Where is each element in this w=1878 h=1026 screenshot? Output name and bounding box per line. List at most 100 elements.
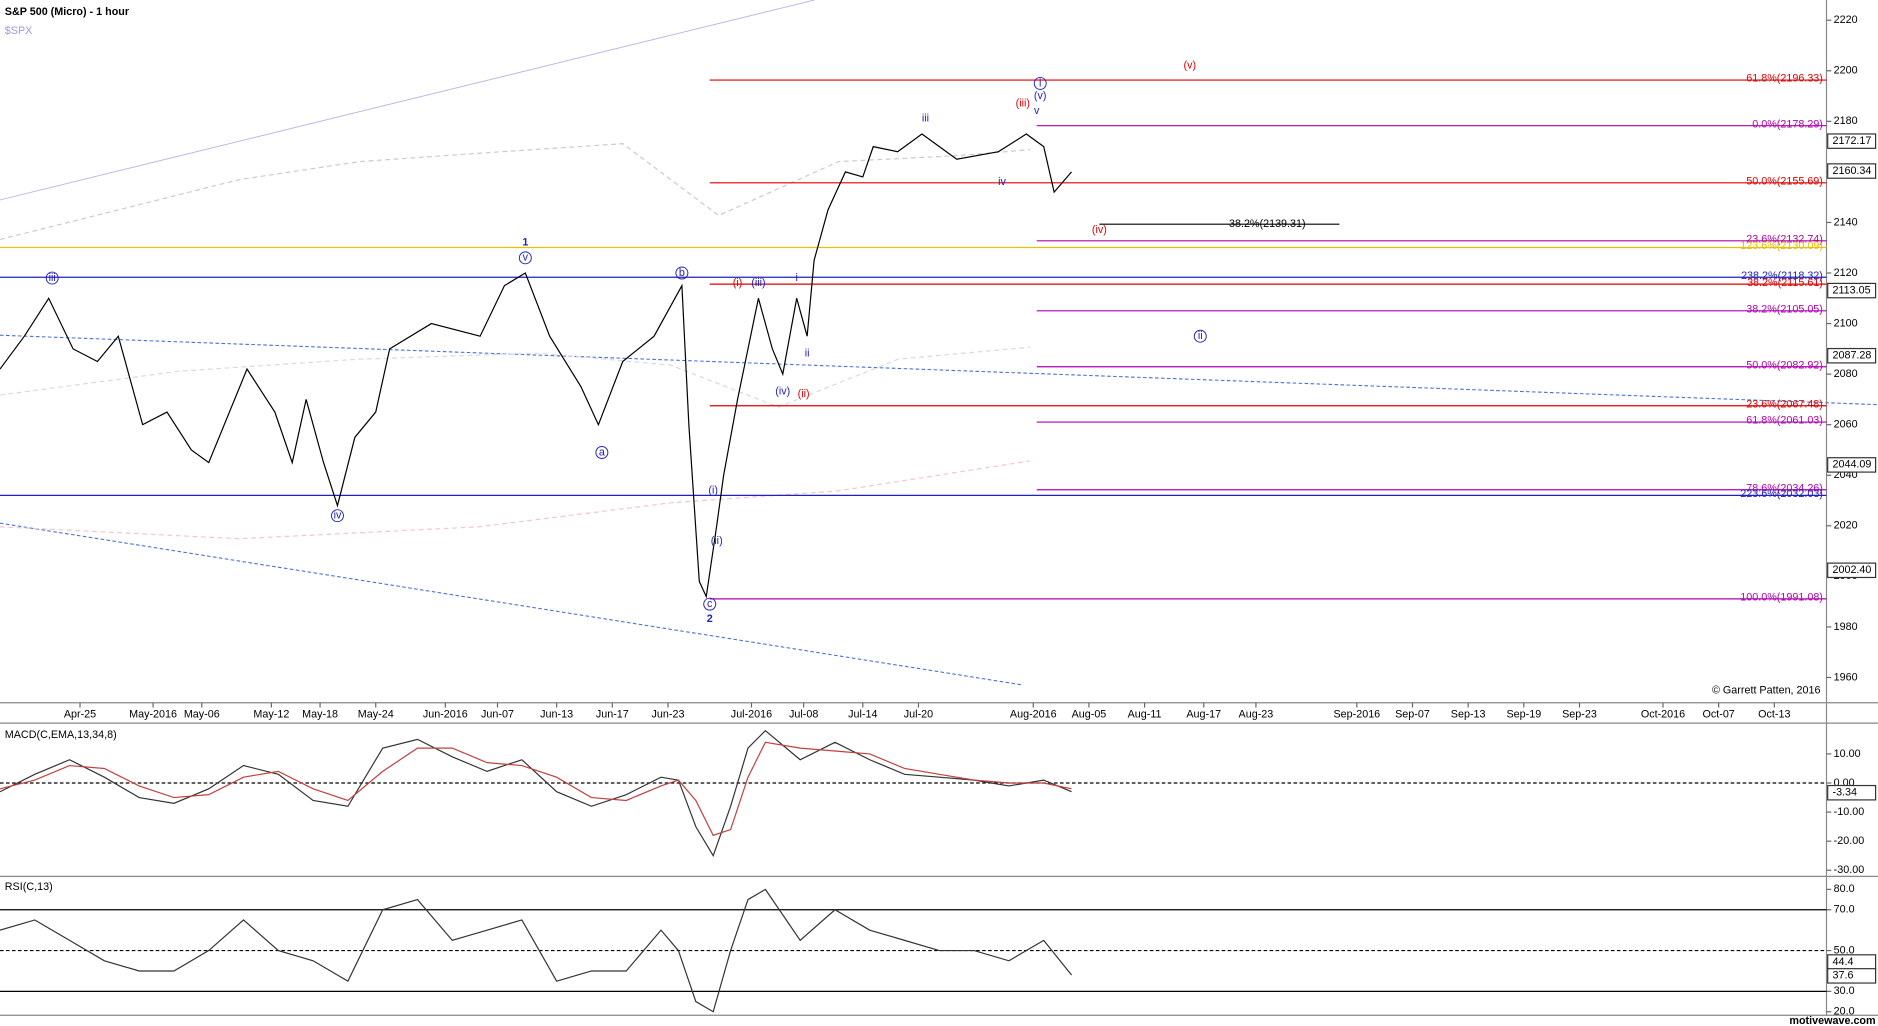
- x-tick-label: Jun-2016: [423, 709, 468, 721]
- fib-label: 23.6%(2067.48): [1746, 398, 1823, 410]
- price-tag: [1827, 562, 1877, 579]
- price-tag-label: 2172.17: [1832, 135, 1871, 147]
- fib-label: 23.6%(2132.74): [1746, 233, 1823, 245]
- wave-label: i: [1039, 77, 1041, 89]
- wave-label: v: [1034, 105, 1040, 117]
- y-tick-label: -20.00: [1834, 835, 1865, 847]
- wave-circle: [675, 266, 689, 280]
- value-tag: [1827, 968, 1877, 984]
- x-tick-label: Sep-07: [1395, 709, 1430, 721]
- fib-label: 78.6%(2034.26): [1746, 482, 1823, 494]
- wave-label: i: [795, 272, 797, 284]
- y-tick-label: 2140: [1834, 216, 1858, 228]
- x-tick-label: Jun-13: [540, 709, 573, 721]
- wave-circle: [330, 509, 344, 523]
- y-tick-label: 2220: [1834, 14, 1858, 26]
- wave-label: ii: [805, 348, 810, 360]
- x-tick-label: Jun-07: [481, 709, 514, 721]
- y-tick-label: 2180: [1834, 115, 1858, 127]
- wave-label: iv: [998, 176, 1006, 188]
- wave-label: (v): [1034, 90, 1047, 102]
- fib-label: 238.2%(2118.32): [1741, 270, 1823, 282]
- value-tag-label: -3.34: [1832, 787, 1857, 799]
- wave-label: b: [679, 267, 685, 279]
- y-tick-label: 1960: [1834, 671, 1858, 683]
- y-tick-label: 50.0: [1834, 944, 1855, 956]
- x-tick-label: Aug-05: [1072, 709, 1107, 721]
- x-tick-label: Oct-13: [1758, 709, 1790, 721]
- chart-subtitle: $SPX: [5, 25, 33, 37]
- chart-title: S&P 500 (Micro) - 1 hour: [5, 6, 130, 18]
- y-tick-label: 2020: [1834, 520, 1858, 532]
- wave-circle: [45, 271, 59, 285]
- y-tick-label: 30.0: [1834, 985, 1855, 997]
- x-tick-label: May-24: [358, 709, 394, 721]
- price-tag: [1827, 133, 1877, 149]
- price-tag-label: 2160.34: [1832, 165, 1871, 177]
- value-tag: [1827, 784, 1877, 801]
- price-tag-label: 2002.40: [1832, 564, 1871, 576]
- fib-label: 50.0%(2155.69): [1746, 175, 1823, 187]
- x-tick-label: Sep-13: [1451, 709, 1486, 721]
- wave-label: (ii): [711, 535, 723, 547]
- price-line: [0, 133, 1073, 599]
- x-tick-label: Jun-23: [652, 709, 685, 721]
- price-tag-label: 2044.09: [1832, 459, 1871, 471]
- macd-title: MACD(C,EMA,13,34,8): [5, 729, 117, 741]
- fib-label: 223.6%(2032.03): [1740, 488, 1823, 500]
- fib-label: 100.0%(1991.08): [1740, 592, 1823, 604]
- y-tick-label: 10.00: [1834, 748, 1861, 760]
- wave-label: (iv): [1092, 224, 1107, 236]
- moving-average: [0, 346, 1031, 408]
- fib-label: 50.0%(2082.92): [1746, 359, 1823, 371]
- price-tag: [1827, 347, 1877, 364]
- price-tag: [1827, 457, 1877, 473]
- x-tick-label: Jul-20: [904, 709, 933, 721]
- wave-circle: [1033, 76, 1047, 90]
- wave-label: (ii): [798, 388, 810, 400]
- wave-label: iii: [49, 272, 56, 284]
- fib-label: 38.2%(2139.31): [1229, 218, 1306, 230]
- price-tag: [1827, 282, 1877, 299]
- value-tag-label: 44.4: [1832, 956, 1853, 968]
- fib-label: 38.2%(2115.61): [1747, 277, 1823, 289]
- wave-label: 2: [707, 613, 713, 625]
- wave-label: (iii): [1016, 97, 1030, 109]
- wave-circle: [518, 251, 532, 265]
- x-tick-label: Sep-23: [1562, 709, 1597, 721]
- wave-label: a: [599, 446, 605, 458]
- wave-label: ii: [1198, 330, 1203, 342]
- moving-average: [0, 143, 1031, 241]
- wave-circle: [595, 446, 609, 459]
- y-tick-label: 2120: [1834, 267, 1858, 279]
- x-tick-label: Aug-11: [1128, 709, 1162, 721]
- x-tick-label: Jul-14: [848, 709, 877, 721]
- wave-label: (i): [733, 277, 743, 289]
- wave-circle: [1193, 329, 1207, 343]
- copyright: © Garrett Patten, 2016: [1712, 685, 1821, 697]
- y-tick-label: 2060: [1834, 419, 1858, 431]
- x-tick-label: Jul-08: [789, 709, 818, 721]
- x-tick-label: Oct-2016: [1641, 709, 1685, 721]
- wave-label: (iv): [775, 386, 790, 398]
- macd-line: [0, 741, 1072, 837]
- x-tick-label: Sep-2016: [1333, 709, 1380, 721]
- x-tick-label: May-06: [184, 709, 220, 721]
- trend-line: [0, 0, 815, 201]
- y-tick-label: 2100: [1834, 317, 1858, 329]
- y-tick-label: 70.0: [1834, 904, 1855, 916]
- fib-label: 61.8%(2061.03): [1746, 415, 1823, 427]
- y-tick-label: 0.00: [1834, 777, 1855, 789]
- x-tick-label: May-2016: [129, 709, 177, 721]
- value-tag-label: 37.6: [1832, 970, 1853, 982]
- price-tag-label: 2113.05: [1832, 284, 1870, 296]
- y-tick-label: 2200: [1834, 65, 1858, 77]
- trend-line: [0, 522, 1022, 686]
- price-tag: [1827, 163, 1877, 179]
- macd-line: [0, 729, 1072, 858]
- wave-label: (iii): [751, 277, 765, 289]
- y-tick-label: 20.0: [1834, 1006, 1855, 1018]
- y-tick-label: 1980: [1834, 621, 1858, 633]
- wave-label: 1: [522, 237, 528, 249]
- fib-label: 61.8%(2196.33): [1746, 73, 1823, 85]
